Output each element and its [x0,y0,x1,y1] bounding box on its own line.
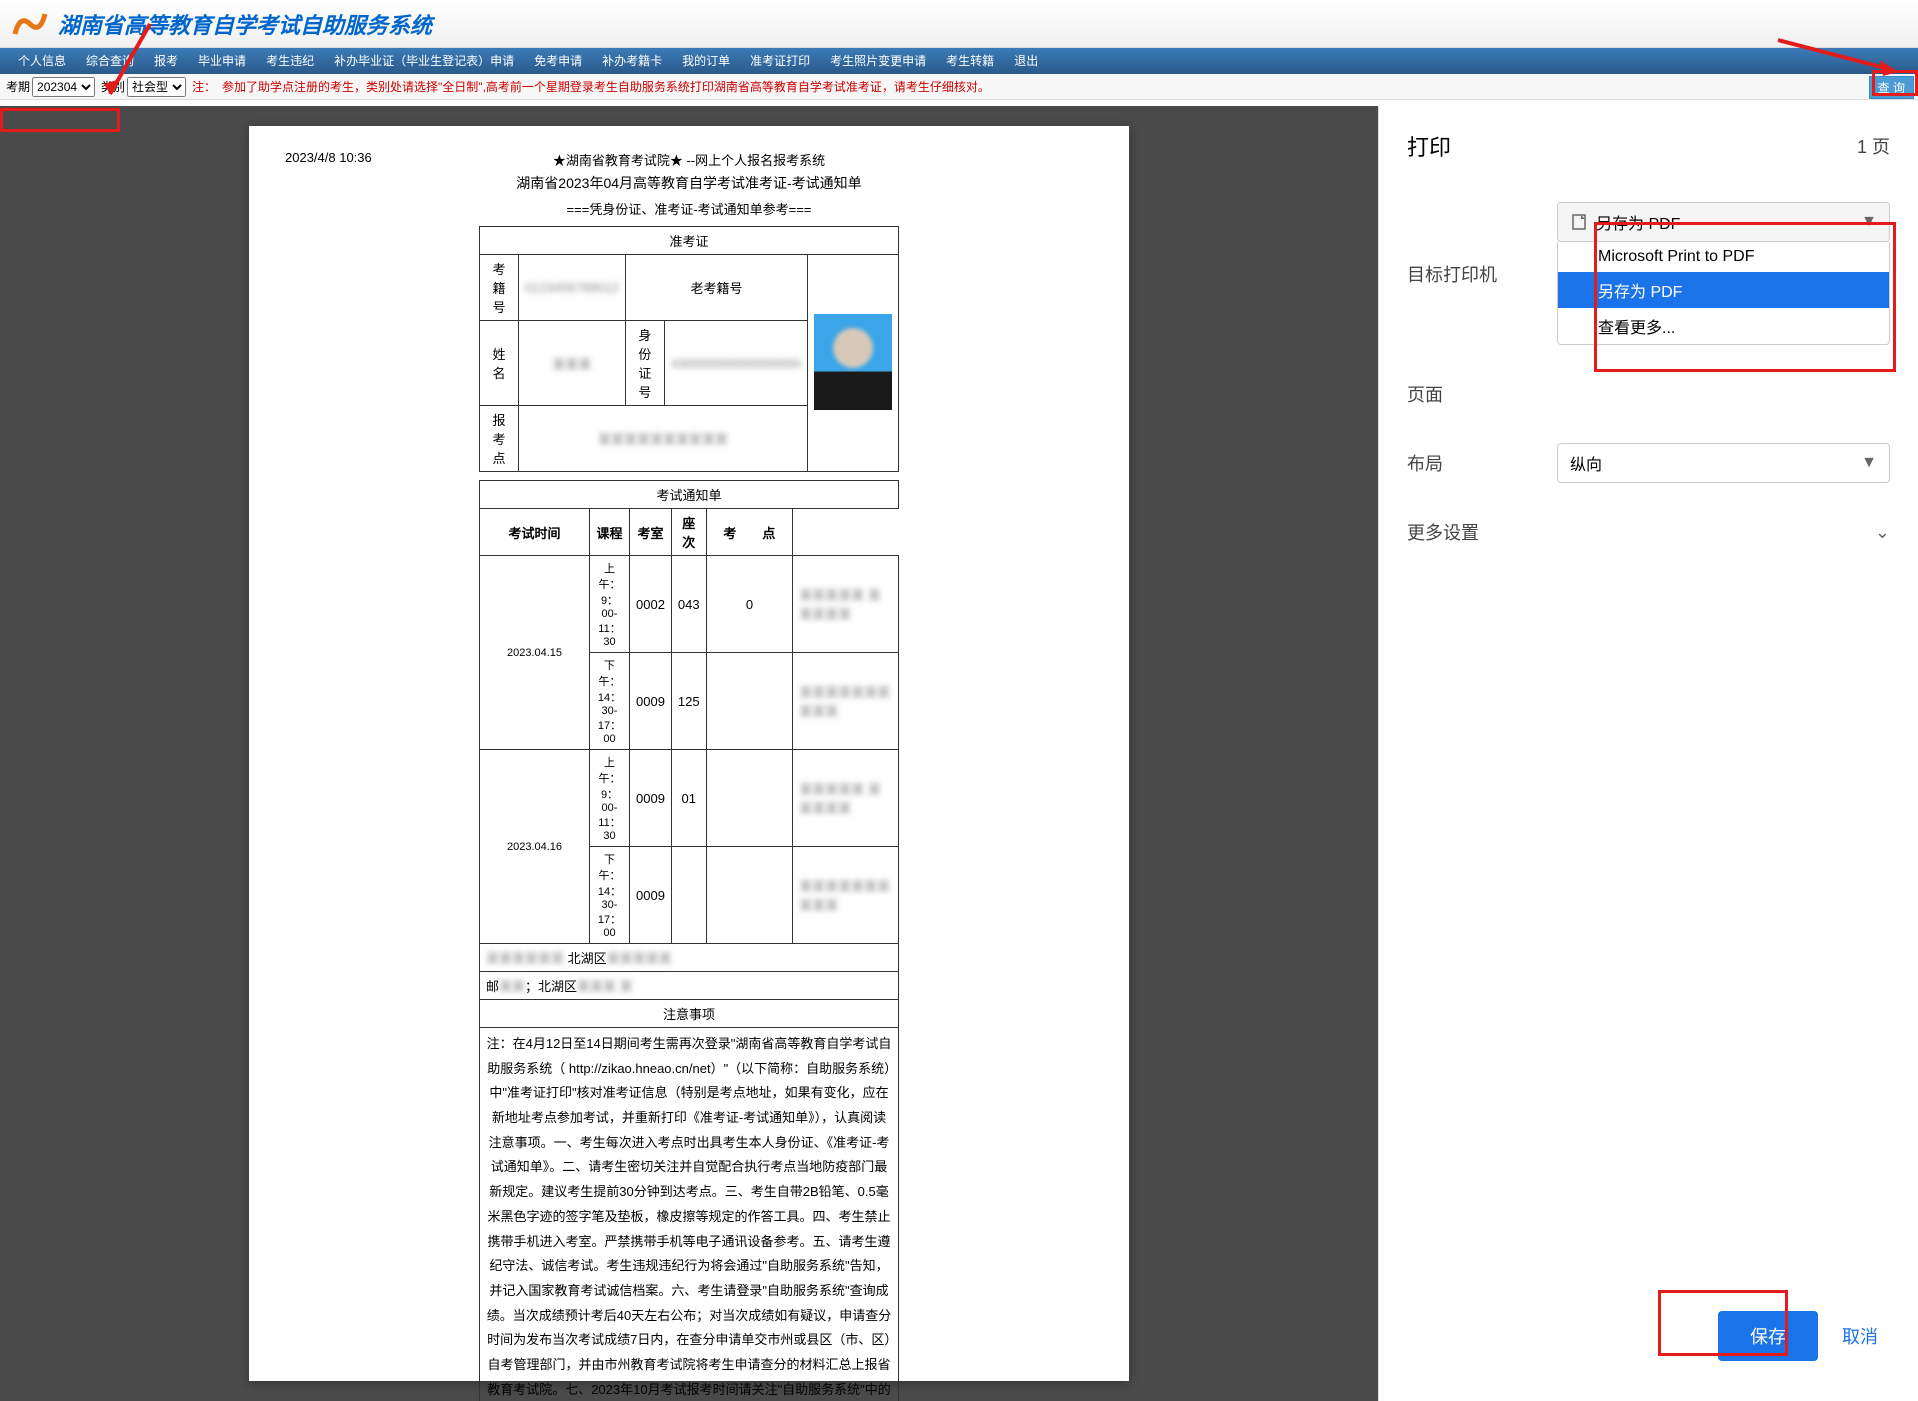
nav-item[interactable]: 补办毕业证（毕业生登记表）申请 [324,48,524,74]
blurred-value: 430000000000000000 [671,356,801,371]
cell [706,653,793,750]
cell: 125 [671,653,706,750]
note-label: 注： [192,78,216,95]
destination-select[interactable]: 另存为 PDF ▼ [1557,202,1890,242]
nav-item[interactable]: 准考证打印 [740,48,820,74]
layout-label: 布局 [1407,450,1557,476]
cell: 下午：14：30-17：00 [590,847,630,944]
period-select[interactable]: 202304 [32,77,95,97]
destination-option[interactable]: Microsoft Print to PDF [1558,242,1889,272]
col-header: 考 点 [706,509,793,556]
destination-option[interactable]: 另存为 PDF [1558,272,1889,308]
cell: 0009 [630,847,672,944]
photo-cell [807,255,898,472]
app-header: 湖南省高等教育自学考试自助服务系统 [0,0,1918,48]
chevron-down-icon: ▼ [1861,213,1877,231]
more-settings-toggle[interactable]: 更多设置 ⌄ [1407,519,1890,545]
col-header: 考试时间 [480,509,590,556]
cell: 上午：9：00-11：30 [590,750,630,847]
document-page: 2023/4/8 10:36 ★湖南省教育考试院★ --网上个人报名报考系统 湖… [249,126,1129,1381]
nav-item[interactable]: 考生违纪 [256,48,324,74]
print-page-count: 1 页 [1857,133,1890,159]
doc-header-center: ★湖南省教育考试院★ --网上个人报名报考系统 [249,150,1129,169]
cell: 2023.04.15 [480,556,590,750]
print-dialog: 打印 1 页 目标打印机 另存为 PDF ▼ Microsoft Print t… [1378,106,1918,1401]
print-preview-pane: 2023/4/8 10:36 ★湖南省教育考试院★ --网上个人报名报考系统 湖… [0,106,1378,1401]
period-label: 考期 [6,78,30,95]
notice-table: 考试通知单 考试时间课程考室座次考 点 2023.04.15上午：9：00-11… [479,480,899,1401]
blurred-value: 某某某 [552,357,591,372]
cell-label: 老考籍号 [625,255,807,321]
print-title: 打印 [1407,130,1451,162]
cell: 某某某某某 某某某某某 [793,750,899,847]
cell: 某某某某某 某某某某某 [793,556,899,653]
nav-item[interactable]: 毕业申请 [188,48,256,74]
cancel-button[interactable]: 取消 [1842,1323,1878,1349]
cell: 0 [706,556,793,653]
section-header: 准考证 [480,227,899,255]
nav-item[interactable]: 个人信息 [8,48,76,74]
cell: 某某某某某某某某某某 [793,653,899,750]
section-header: 注意事项 [480,1000,899,1028]
nav-item[interactable]: 考生转籍 [936,48,1004,74]
arrow-icon [100,14,160,104]
cell: 0009 [630,653,672,750]
blurred-value: 某某某某某某某某某某 [598,432,728,447]
section-header: 考试通知单 [480,481,899,509]
cell [706,847,793,944]
filter-bar: 考期 202304 类别 社会型 注： 参加了助学点注册的考生，类别处请选择"全… [0,74,1918,100]
rules-text: 注：在4月12日至14日期间考生需再次登录"湖南省高等教育自学考试自助服务系统（… [480,1028,899,1401]
cell: 01 [671,750,706,847]
layout-select[interactable]: 纵向 ▼ [1557,443,1890,483]
cell-label: 身份证号 [625,321,664,406]
nav-item[interactable]: 退出 [1004,48,1048,74]
cell-label: 考籍号 [480,255,519,321]
destination-dropdown: Microsoft Print to PDF另存为 PDF查看更多... [1557,242,1890,345]
address-row: 邮某某；北湖区某某某 某 [480,972,899,1000]
doc-subtitle: ===凭身份证、准考证-考试通知单参考=== [285,199,1093,218]
destination-option[interactable]: 查看更多... [1558,308,1889,344]
doc-title: 湖南省2023年04月高等教育自学考试准考证-考试通知单 [285,173,1093,193]
cell: 下午：14：30-17：00 [590,653,630,750]
cell [706,750,793,847]
main-nav: 个人信息综合查询报考毕业申请考生违纪补办毕业证（毕业生登记表）申请免考申请补办考… [0,48,1918,74]
arrow-icon [1768,30,1908,80]
nav-item[interactable]: 免考申请 [524,48,592,74]
cell-label: 报考点 [480,406,519,472]
col-header: 课程 [590,509,630,556]
nav-item[interactable]: 考生照片变更申请 [820,48,936,74]
content-wrap: 2023/4/8 10:36 ★湖南省教育考试院★ --网上个人报名报考系统 湖… [0,106,1918,1401]
cell: 上午：9：00-11：30 [590,556,630,653]
cell: 2023.04.16 [480,750,590,944]
blurred-value: 0123456789012 [525,280,619,295]
cell: 0002 [630,556,672,653]
ticket-table: 准考证 考籍号 0123456789012 老考籍号 姓名 某某某 身份证号 4… [479,226,899,472]
col-header: 考室 [630,509,672,556]
cell-label: 姓名 [480,321,519,406]
pdf-icon [1570,213,1588,231]
cell: 043 [671,556,706,653]
pages-label: 页面 [1407,381,1557,407]
chevron-down-icon: ⌄ [1875,522,1890,543]
cell: 0009 [630,750,672,847]
nav-item[interactable]: 我的订单 [672,48,740,74]
logo-icon [10,4,50,44]
address-row: 某某某某某某 北湖区某某某某某 [480,944,899,972]
cell [671,847,706,944]
nav-item[interactable]: 补办考籍卡 [592,48,672,74]
save-button[interactable]: 保存 [1718,1311,1818,1361]
chevron-down-icon: ▼ [1861,454,1877,472]
note-text: 参加了助学点注册的考生，类别处请选择"全日制",高考前一个星期登录考生自助服务系… [222,78,990,95]
col-header: 座次 [671,509,706,556]
dest-label: 目标打印机 [1407,261,1557,287]
cell: 某某某某某某某某某某 [793,847,899,944]
